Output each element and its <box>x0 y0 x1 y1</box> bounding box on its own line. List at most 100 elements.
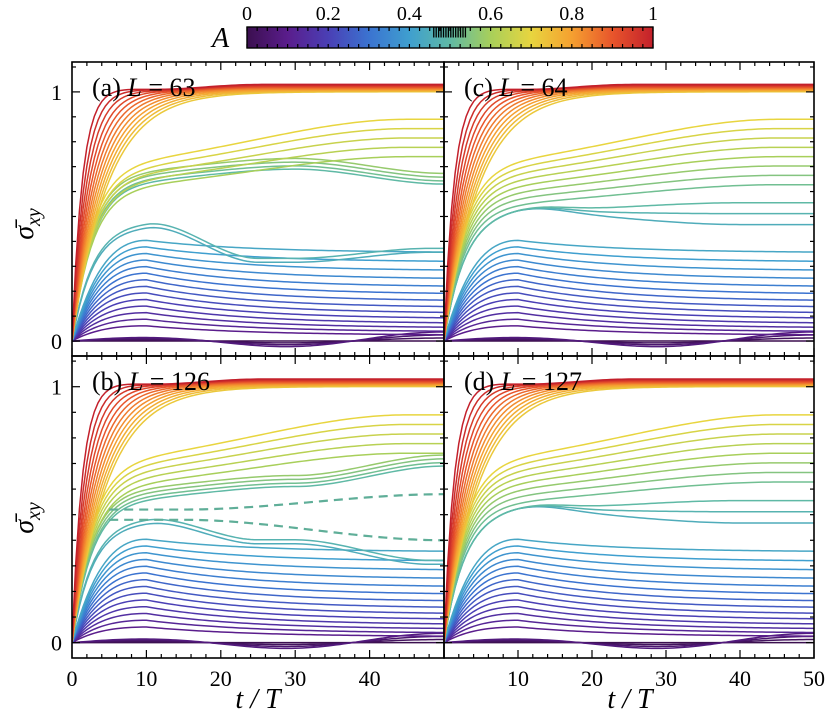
series-line <box>72 325 444 342</box>
x-tick-label: 30 <box>284 666 306 691</box>
panel-label: (a) L = 63 <box>92 73 196 102</box>
y-tick-label: 0 <box>51 329 62 354</box>
x-tick-label: 20 <box>210 666 232 691</box>
series-line <box>72 226 444 342</box>
series-line <box>72 305 444 342</box>
series-line <box>72 599 444 644</box>
series-line <box>444 89 814 342</box>
series-line <box>444 311 814 342</box>
series-line <box>444 565 814 643</box>
series-line <box>72 572 444 643</box>
series-line <box>444 572 814 643</box>
panel-label: (d) L = 127 <box>464 367 582 396</box>
series-line <box>72 458 444 639</box>
colorbar-tick-label: 1 <box>648 3 658 25</box>
series-line <box>72 558 444 643</box>
series-line <box>72 379 444 643</box>
series-line <box>72 331 444 348</box>
series-line <box>72 565 444 643</box>
series-line <box>72 85 444 342</box>
x-tick-label: 40 <box>359 666 381 691</box>
y-tick-label: 1 <box>51 80 62 105</box>
series-line <box>72 465 444 643</box>
panel-c: (c) L = 64 <box>443 61 815 357</box>
x-tick-label: 50 <box>803 666 825 691</box>
series-line <box>444 259 814 342</box>
x-tick-label: 20 <box>581 666 603 691</box>
colorbar-tick-label: 0.2 <box>316 3 341 25</box>
series-line <box>72 433 444 643</box>
series-line <box>72 334 444 346</box>
panel-b: 0 10 20 30 40 0 1 (b) L = 126 <box>51 355 445 691</box>
series-line <box>444 83 814 342</box>
x-tick-label: 10 <box>135 666 157 691</box>
panel-a: 0 1 (a) L = 63 <box>51 61 445 357</box>
dashed-series-line <box>109 518 444 542</box>
curve-group <box>72 83 444 348</box>
series-line <box>444 592 814 644</box>
panel-label: (b) L = 126 <box>92 367 210 396</box>
series-line <box>72 89 444 342</box>
series-line <box>444 127 814 342</box>
series-line <box>72 137 444 342</box>
series-line <box>444 414 814 643</box>
series-line <box>72 380 444 643</box>
series-line <box>72 146 444 342</box>
series-line <box>444 265 814 342</box>
series-line <box>444 433 814 643</box>
series-line <box>72 414 444 643</box>
series-line <box>444 298 814 342</box>
series-line <box>72 246 444 342</box>
dashed-series-line <box>109 493 444 511</box>
series-line <box>72 223 444 342</box>
series-line <box>444 279 814 342</box>
series-line <box>72 538 444 643</box>
series-line <box>444 207 814 342</box>
series-line <box>444 146 814 342</box>
series-line <box>444 272 814 342</box>
colorbar-tick-label: 0.8 <box>559 3 584 25</box>
x-tick-label: 30 <box>655 666 677 691</box>
x-tick-label: 10 <box>507 666 529 691</box>
series-line <box>72 161 444 337</box>
series-line <box>444 452 814 643</box>
series-line <box>72 605 444 644</box>
series-line <box>72 337 444 344</box>
series-line <box>72 585 444 643</box>
series-line <box>72 285 444 342</box>
series-line <box>444 619 814 644</box>
series-line <box>72 265 444 342</box>
series-line <box>444 285 814 342</box>
x-tick-label: 40 <box>729 666 751 691</box>
series-line <box>72 442 444 643</box>
series-line <box>444 331 814 348</box>
series-line <box>72 252 444 342</box>
series-line <box>444 626 814 644</box>
series-line <box>72 522 444 643</box>
series-line <box>444 318 814 342</box>
series-line <box>444 252 814 342</box>
series-line <box>72 612 444 644</box>
colorbar-tick-label: 0.6 <box>478 3 503 25</box>
series-line <box>444 208 814 342</box>
series-line <box>444 558 814 643</box>
series-line <box>72 155 444 342</box>
series-line <box>72 272 444 342</box>
series-line <box>444 545 814 643</box>
series-line <box>444 292 814 342</box>
series-line <box>444 585 814 643</box>
series-line <box>444 334 814 346</box>
series-line <box>72 545 444 643</box>
series-line <box>444 605 814 644</box>
series-line <box>444 462 814 643</box>
y-axis-label-bottom: σ̄xy <box>9 502 45 534</box>
series-line <box>72 452 444 643</box>
colorbar-tick-label: 0.4 <box>397 3 422 25</box>
series-line <box>72 86 444 342</box>
series-line <box>444 325 814 342</box>
series-line <box>72 378 444 643</box>
curve-group <box>444 83 814 348</box>
colorbar-label: A <box>210 23 230 54</box>
panel-d: 10 20 30 40 50 (d) L = 127 <box>443 355 825 691</box>
series-line <box>72 461 444 642</box>
